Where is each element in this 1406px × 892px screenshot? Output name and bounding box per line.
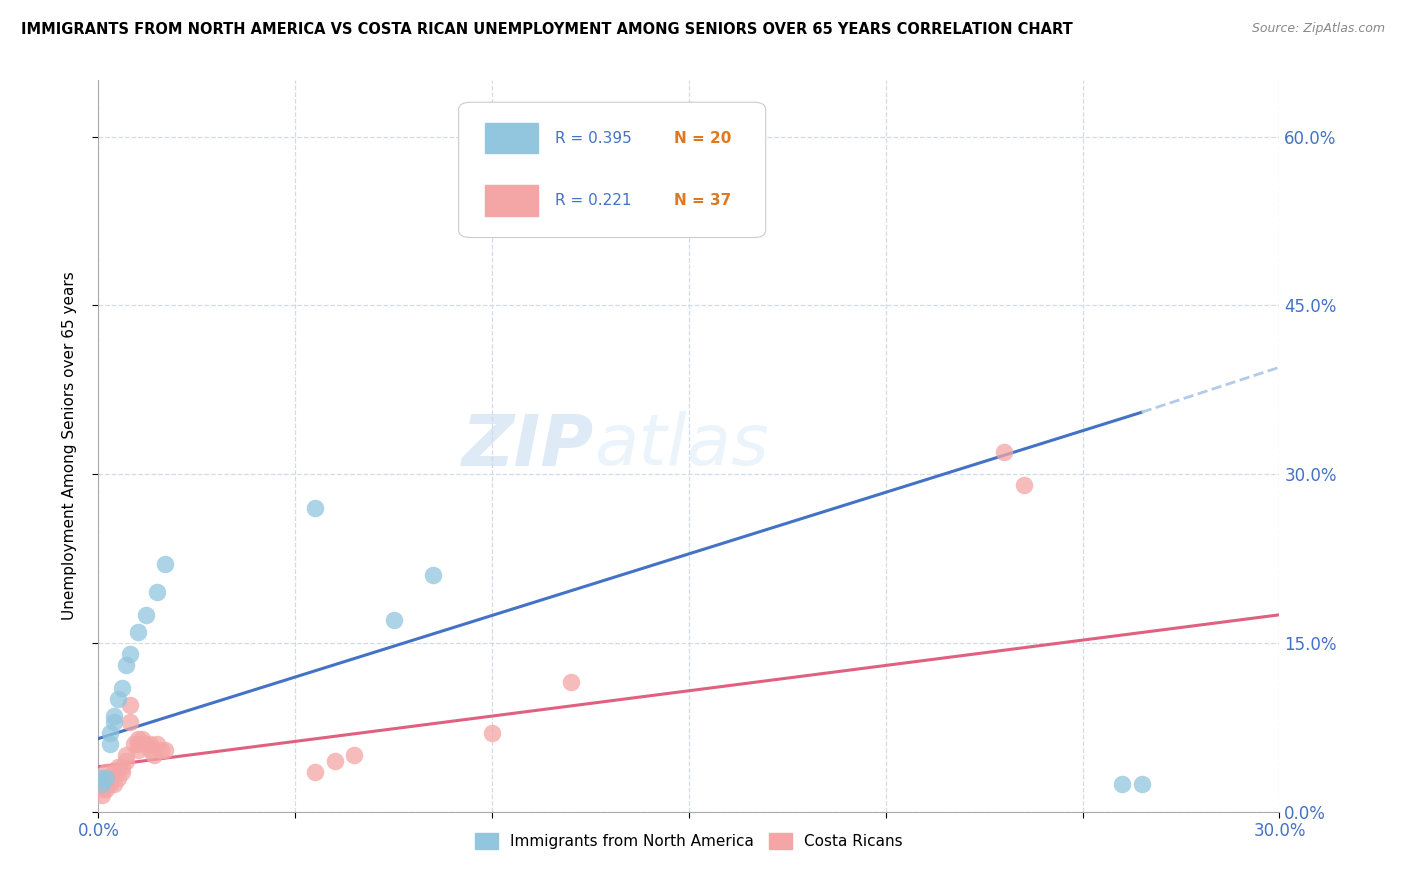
- Point: [91, 776, 114, 790]
- FancyBboxPatch shape: [458, 103, 766, 237]
- Point: [107, 692, 129, 706]
- Point: [96, 771, 118, 785]
- Point: [111, 681, 134, 695]
- Point: [96, 782, 118, 797]
- Point: [422, 568, 444, 582]
- Y-axis label: Unemployment Among Seniors over 65 years: Unemployment Among Seniors over 65 years: [62, 272, 77, 620]
- Point: [115, 754, 138, 768]
- Point: [91, 782, 114, 797]
- Point: [107, 771, 129, 785]
- Point: [138, 743, 160, 757]
- Point: [103, 776, 125, 790]
- Point: [560, 675, 582, 690]
- Point: [135, 737, 157, 751]
- Point: [127, 731, 149, 746]
- Text: ZIP: ZIP: [463, 411, 595, 481]
- FancyBboxPatch shape: [485, 123, 537, 153]
- Text: IMMIGRANTS FROM NORTH AMERICA VS COSTA RICAN UNEMPLOYMENT AMONG SENIORS OVER 65 : IMMIGRANTS FROM NORTH AMERICA VS COSTA R…: [21, 22, 1073, 37]
- Text: N = 20: N = 20: [673, 130, 731, 145]
- Text: R = 0.221: R = 0.221: [555, 193, 631, 208]
- Point: [382, 614, 405, 628]
- Point: [91, 788, 114, 802]
- Text: N = 37: N = 37: [673, 193, 731, 208]
- Point: [155, 557, 177, 571]
- Point: [96, 765, 118, 780]
- Point: [122, 737, 145, 751]
- Point: [1111, 776, 1133, 790]
- Point: [103, 714, 125, 729]
- Text: Source: ZipAtlas.com: Source: ZipAtlas.com: [1251, 22, 1385, 36]
- Point: [111, 760, 134, 774]
- Point: [103, 709, 125, 723]
- Point: [115, 748, 138, 763]
- Point: [146, 585, 169, 599]
- Point: [142, 748, 165, 763]
- Text: R = 0.395: R = 0.395: [555, 130, 633, 145]
- Point: [118, 714, 141, 729]
- Point: [127, 743, 149, 757]
- Point: [135, 607, 157, 622]
- Point: [98, 771, 121, 785]
- Point: [91, 771, 114, 785]
- Text: atlas: atlas: [595, 411, 769, 481]
- Point: [1130, 776, 1153, 790]
- Point: [118, 647, 141, 661]
- Point: [91, 776, 114, 790]
- Point: [103, 765, 125, 780]
- Point: [481, 726, 503, 740]
- Point: [127, 624, 149, 639]
- Point: [323, 754, 346, 768]
- Point: [304, 765, 326, 780]
- Point: [146, 737, 169, 751]
- Point: [107, 760, 129, 774]
- Point: [111, 765, 134, 780]
- Point: [304, 500, 326, 515]
- Point: [118, 698, 141, 712]
- Point: [150, 743, 173, 757]
- Point: [127, 737, 149, 751]
- FancyBboxPatch shape: [485, 185, 537, 216]
- Point: [138, 737, 160, 751]
- Point: [98, 776, 121, 790]
- Point: [131, 731, 153, 746]
- Legend: Immigrants from North America, Costa Ricans: Immigrants from North America, Costa Ric…: [468, 827, 910, 855]
- Point: [96, 771, 118, 785]
- Point: [1012, 478, 1035, 492]
- Point: [993, 444, 1015, 458]
- Point: [98, 737, 121, 751]
- Point: [98, 726, 121, 740]
- Point: [343, 748, 366, 763]
- Point: [155, 743, 177, 757]
- Point: [115, 658, 138, 673]
